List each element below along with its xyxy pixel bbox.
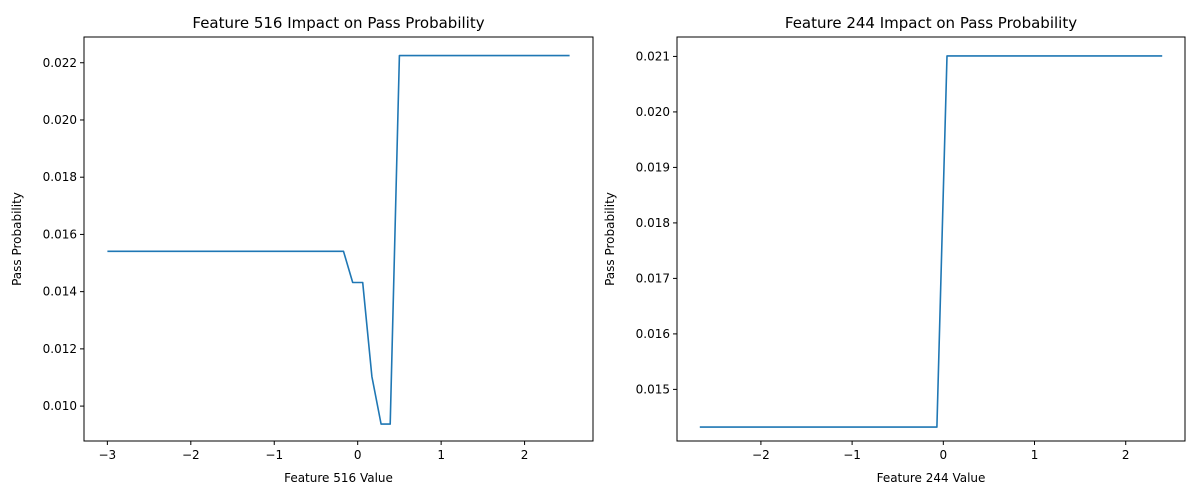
y-tick-label: 0.021 (636, 49, 670, 63)
y-tick-label: 0.020 (636, 105, 670, 119)
y-tick-label: 0.016 (636, 327, 670, 341)
x-tick-label: 1 (1031, 448, 1039, 462)
series-line (107, 54, 570, 425)
y-tick-label: 0.015 (636, 382, 670, 396)
y-tick-label: 0.014 (43, 285, 77, 299)
x-tick-label: −2 (752, 448, 770, 462)
y-tick-label: 0.022 (43, 56, 77, 70)
y-tick-label: 0.018 (636, 216, 670, 230)
y-axis-label: Pass Probability (603, 192, 617, 286)
plot-frame (83, 36, 594, 442)
chart-title: Feature 516 Impact on Pass Probability (192, 14, 484, 32)
chart-feature-516: Feature 516 Impact on Pass Probability F… (10, 14, 594, 485)
chart-feature-244: Feature 244 Impact on Pass Probability F… (603, 14, 1186, 485)
x-tick-label: 2 (521, 448, 529, 462)
x-tick-label: 1 (437, 448, 445, 462)
y-ticks: 0.015 0.016 0.017 0.018 0.019 0.020 0.021 (636, 49, 677, 396)
x-axis-label: Feature 244 Value (877, 471, 986, 485)
y-tick-label: 0.012 (43, 342, 77, 356)
y-tick-label: 0.018 (43, 170, 77, 184)
x-tick-label: −3 (99, 448, 117, 462)
series-line (699, 55, 1163, 428)
y-ticks: 0.010 0.012 0.014 0.016 0.018 0.020 0.022 (43, 56, 84, 413)
x-tick-label: 0 (939, 448, 947, 462)
x-tick-label: −2 (182, 448, 200, 462)
y-tick-label: 0.016 (43, 227, 77, 241)
y-tick-label: 0.017 (636, 271, 670, 285)
y-axis-label: Pass Probability (10, 192, 24, 286)
plot-frame (676, 36, 1186, 442)
x-ticks: −3 −2 −1 0 1 2 (99, 441, 529, 462)
x-tick-label: −1 (843, 448, 861, 462)
x-tick-label: −1 (265, 448, 283, 462)
y-tick-label: 0.010 (43, 399, 77, 413)
chart-title: Feature 244 Impact on Pass Probability (785, 14, 1077, 32)
x-tick-label: 2 (1122, 448, 1130, 462)
y-tick-label: 0.019 (636, 160, 670, 174)
y-tick-label: 0.020 (43, 113, 77, 127)
x-axis-label: Feature 516 Value (284, 471, 393, 485)
x-ticks: −2 −1 0 1 2 (752, 441, 1130, 462)
x-tick-label: 0 (354, 448, 362, 462)
